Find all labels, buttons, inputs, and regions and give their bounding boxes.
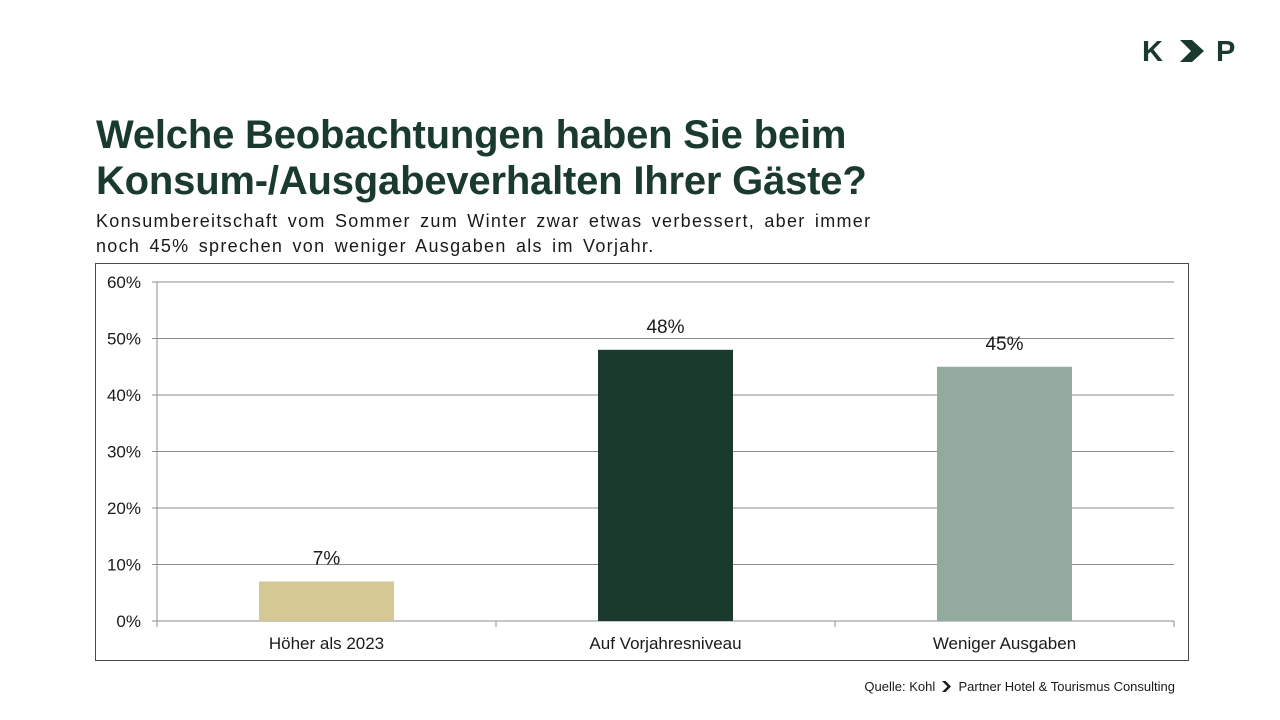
kp-logo-graphic: K P [1142,36,1235,68]
logo-letter-k: K [1142,36,1163,68]
chart-labels: 0% 10% 20% 30% 40% 50% 60% 7% Höher als 2023 48% A… [107,273,1076,653]
y-tick-label: 30% [107,443,141,462]
data-label: 7% [313,548,341,569]
source-prefix: Quelle: Kohl [864,679,936,694]
data-label: 45% [985,334,1023,355]
x-tick-label: Höher als 2023 [269,634,384,653]
kp-logo: K P [1140,34,1244,68]
chart-frame [95,263,1189,661]
x-tick-label: Weniger Ausgaben [933,634,1076,653]
page-title: Welche Beobachtungen haben Sie beim Kons… [96,113,867,203]
bar [937,366,1072,621]
bar [598,349,733,621]
y-tick-label: 50% [107,330,141,349]
arrowhead-right-icon [941,681,951,692]
y-tick-label: 10% [107,556,141,575]
chevron-right-icon [1180,40,1204,62]
y-tick-label: 40% [107,386,141,405]
y-tick-label: 20% [107,499,141,518]
source-note: Quelle: Kohl Partner Hotel & Tourismus C… [864,679,1175,694]
x-tick-label: Auf Vorjahresniveau [589,634,741,653]
logo-letter-p: P [1216,36,1235,68]
bar [259,581,394,621]
data-label: 48% [646,317,684,338]
bar-chart: 0% 10% 20% 30% 40% 50% 60% 7% Höher als 2023 48% A… [107,273,1175,653]
source-suffix: Partner Hotel & Tourismus Consulting [958,679,1175,694]
y-tick-label: 60% [107,273,141,292]
chart-bars [259,349,1072,621]
page-subtitle: Konsumbereitschaft vom Sommer zum Winter… [96,211,872,256]
y-tick-label: 0% [116,612,141,631]
